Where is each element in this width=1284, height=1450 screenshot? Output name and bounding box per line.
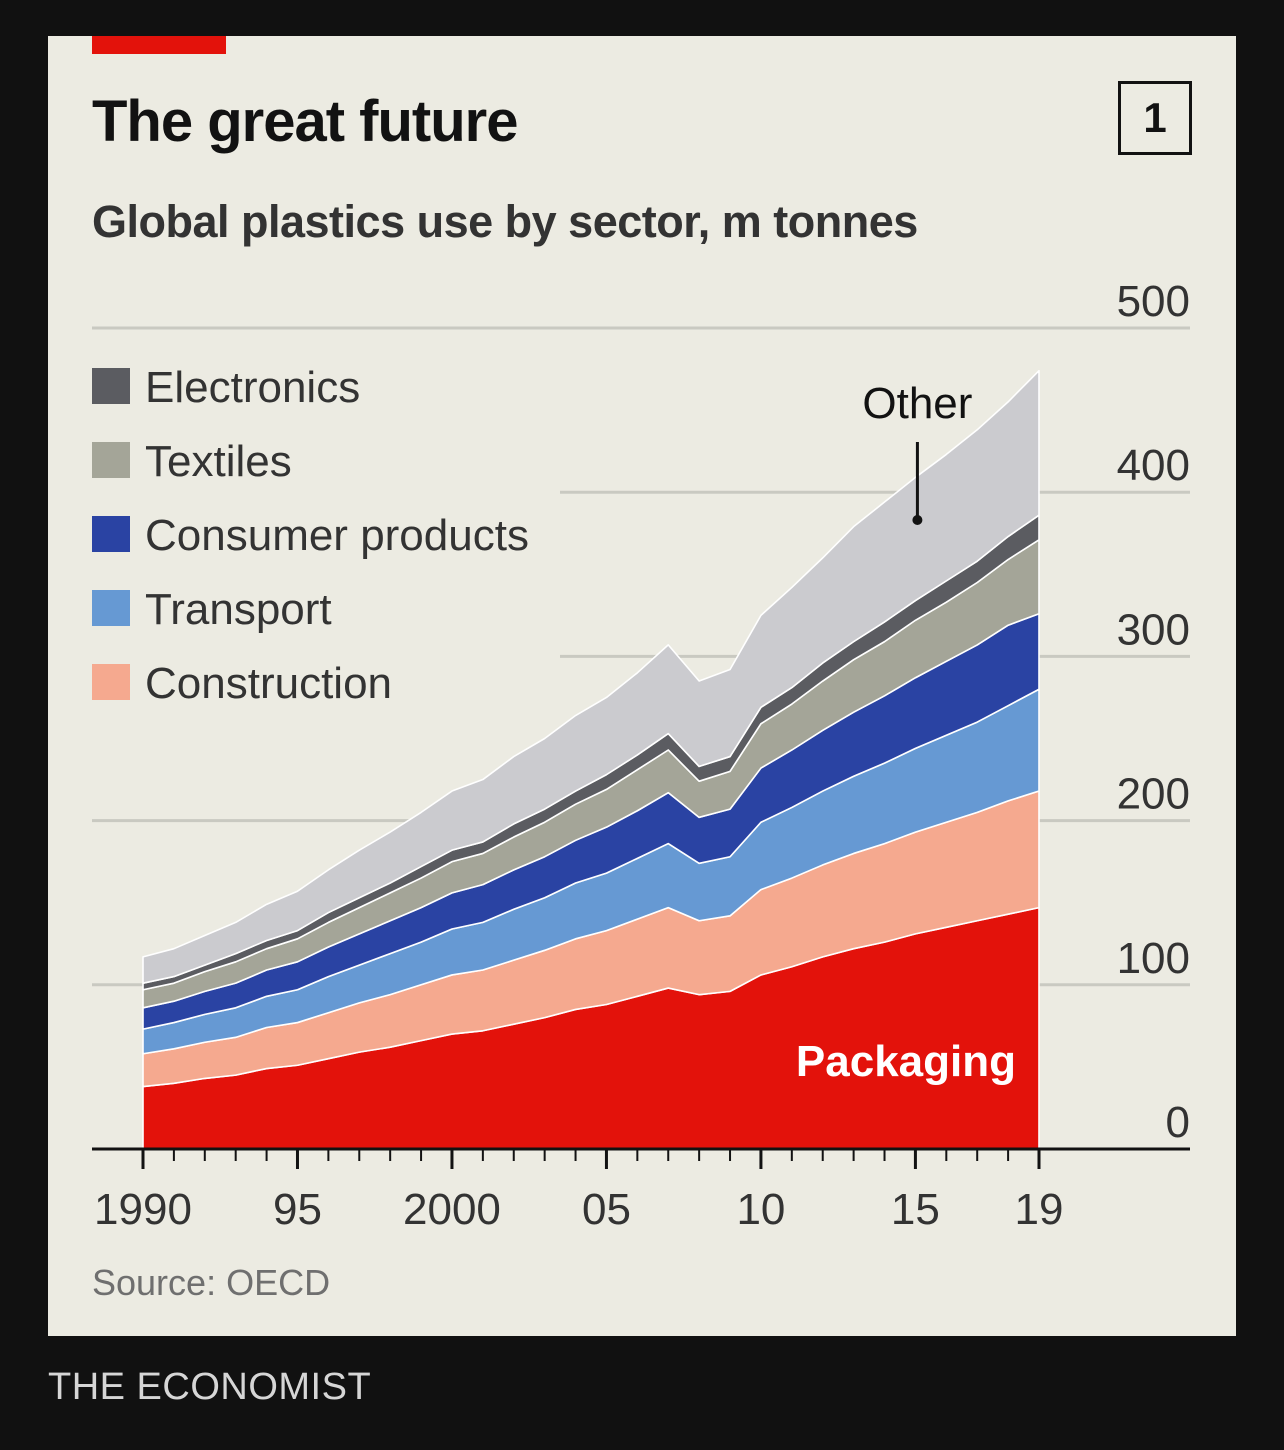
y-tick-labels: 0 100 200 300 400 500 bbox=[1117, 277, 1190, 1147]
legend: Electronics Textiles Consumer products Tran… bbox=[92, 363, 529, 708]
y-tick-label: 500 bbox=[1117, 277, 1190, 326]
x-tick-label: 10 bbox=[736, 1185, 785, 1234]
area-other bbox=[142, 369, 1040, 984]
y-tick-label: 300 bbox=[1117, 605, 1190, 654]
legend-item-transport: Transport bbox=[92, 585, 332, 634]
x-tick-label: 2000 bbox=[403, 1185, 501, 1234]
source-note: Source: OECD bbox=[92, 1262, 331, 1303]
annotation-dot bbox=[912, 515, 923, 525]
legend-item-consumer-products: Consumer products bbox=[92, 511, 529, 560]
legend-label: Electronics bbox=[145, 363, 360, 412]
annotation-packaging: Packaging bbox=[796, 1037, 1016, 1086]
publisher-brand: THE ECONOMIST bbox=[48, 1366, 372, 1408]
x-tick-label: 19 bbox=[1015, 1185, 1064, 1234]
legend-swatch bbox=[92, 590, 130, 626]
x-tick-label: 1990 bbox=[94, 1185, 192, 1234]
x-tick-label: 95 bbox=[273, 1185, 322, 1234]
area-series bbox=[142, 369, 1040, 1150]
x-tick-label: 15 bbox=[891, 1185, 940, 1234]
y-tick-label: 0 bbox=[1166, 1098, 1190, 1147]
legend-label: Construction bbox=[145, 659, 392, 708]
stacked-area-chart: 1990 95 2000 05 10 15 19 0 100 200 300 400 500 Elec… bbox=[92, 277, 1190, 1234]
legend-swatch bbox=[92, 442, 130, 478]
legend-swatch bbox=[92, 516, 130, 552]
legend-item-electronics: Electronics bbox=[92, 363, 360, 412]
legend-item-textiles: Textiles bbox=[92, 437, 292, 486]
y-tick-label: 100 bbox=[1117, 934, 1190, 983]
annotations: Other Packaging bbox=[796, 379, 1016, 1086]
x-tick-label: 05 bbox=[582, 1185, 631, 1234]
legend-swatch bbox=[92, 664, 130, 700]
chart-card: The great future Global plastics use by … bbox=[48, 36, 1236, 1336]
legend-label: Textiles bbox=[145, 437, 292, 486]
legend-item-construction: Construction bbox=[92, 659, 392, 708]
legend-label: Consumer products bbox=[145, 511, 529, 560]
chart-subtitle: Global plastics use by sector, m tonnes bbox=[92, 196, 918, 247]
y-tick-label: 400 bbox=[1117, 441, 1190, 490]
legend-label: Transport bbox=[145, 585, 332, 634]
chart-title: The great future bbox=[92, 89, 518, 154]
brand-red-tag bbox=[92, 36, 226, 54]
chart-number-badge: 1 bbox=[1118, 81, 1192, 155]
y-tick-label: 200 bbox=[1117, 770, 1190, 819]
legend-swatch bbox=[92, 368, 130, 404]
x-axis: 1990 95 2000 05 10 15 19 bbox=[92, 1147, 1190, 1234]
annotation-other: Other bbox=[862, 379, 972, 428]
